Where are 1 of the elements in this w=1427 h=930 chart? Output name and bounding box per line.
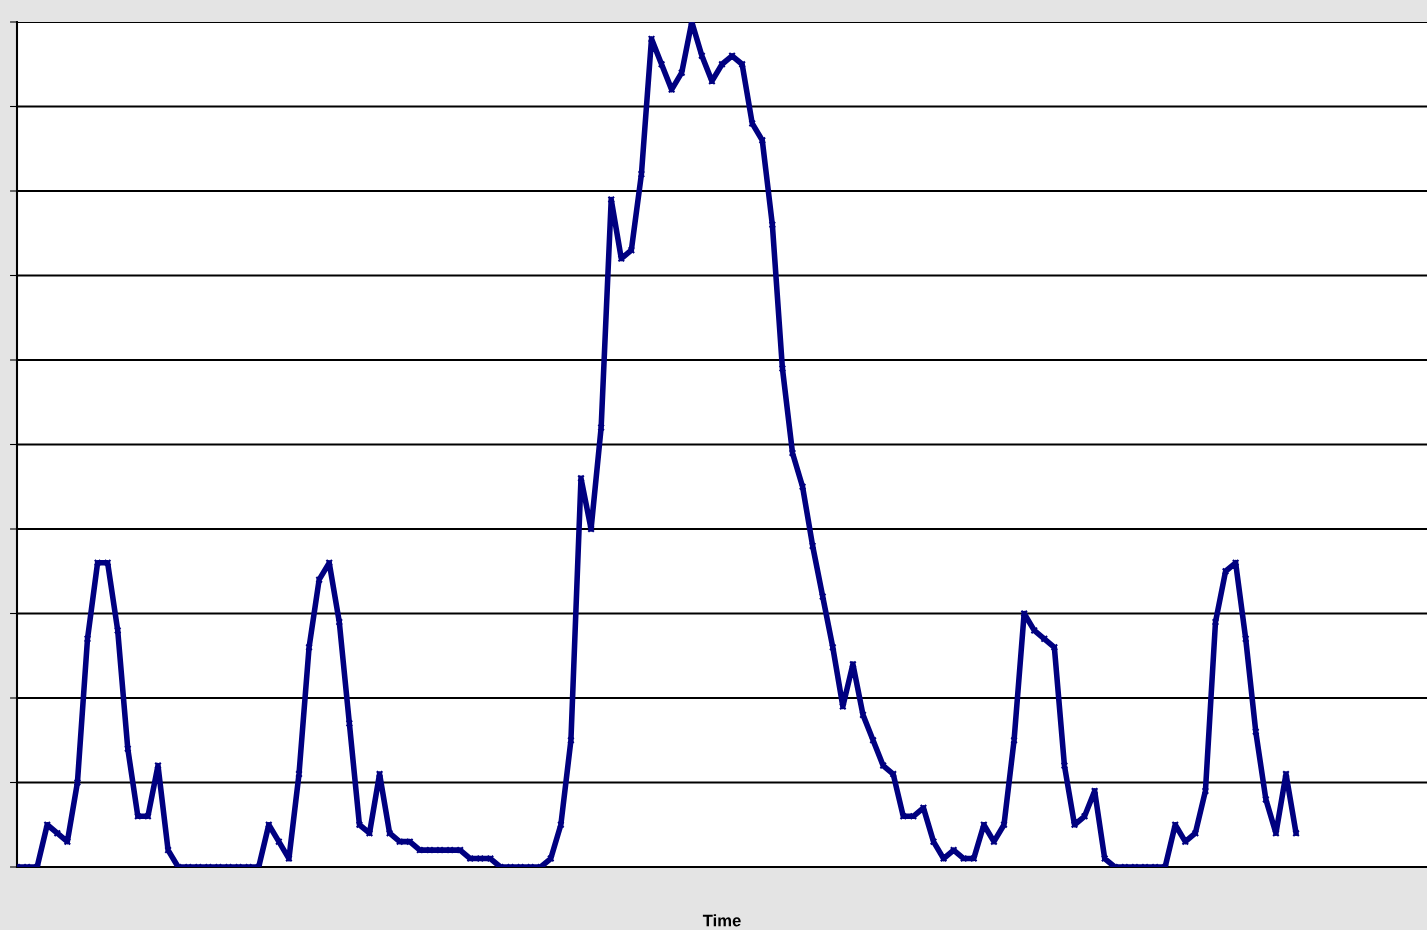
x-axis-title: Time bbox=[702, 914, 741, 927]
